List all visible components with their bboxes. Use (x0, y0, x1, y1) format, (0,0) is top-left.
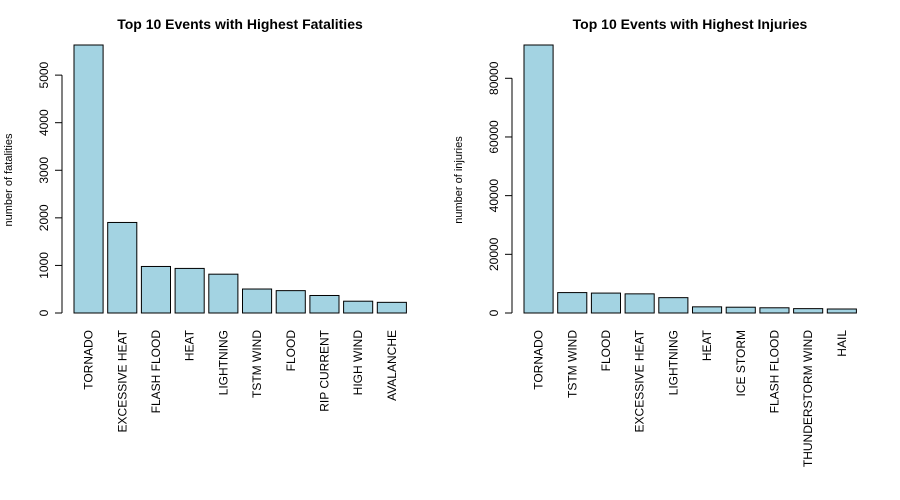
bar (692, 306, 723, 314)
category-label: EXCESSIVE HEAT (633, 329, 647, 432)
category-label: TORNADO (82, 330, 96, 390)
category-label: HEAT (183, 329, 197, 361)
category-label: FLASH FLOOD (767, 330, 781, 414)
bar (624, 293, 655, 314)
y-tick-label: 40000 (487, 179, 501, 213)
y-tick-label: 5000 (37, 61, 51, 88)
category-label: TORNADO (532, 330, 546, 390)
chart-panel-2: Top 10 Events with Highest Injuries numbe… (453, 16, 857, 467)
y-tick-label: 3000 (37, 157, 51, 184)
category-label: TSTM WIND (565, 330, 579, 398)
y-tick-label: 20000 (487, 237, 501, 271)
bar (107, 221, 138, 314)
chart-panel-1: Top 10 Events with Highest Fatalities num… (3, 16, 407, 432)
y-tick-label: 80000 (487, 61, 501, 95)
bar (208, 273, 239, 314)
bar (242, 288, 273, 314)
y-tick-label: 4000 (37, 109, 51, 136)
category-label: EXCESSIVE HEAT (115, 329, 129, 432)
category-label: TSTM WIND (250, 330, 264, 398)
chart-title: Top 10 Events with Highest Injuries (573, 16, 808, 32)
bar (826, 308, 857, 314)
category-label: THUNDERSTORM WIND (801, 330, 815, 467)
category-label: FLOOD (284, 330, 298, 372)
category-label: ICE STORM (734, 330, 748, 396)
bar (343, 300, 374, 314)
bar (309, 294, 340, 314)
category-label: FLASH FLOOD (149, 330, 163, 414)
bar (658, 297, 689, 314)
category-label: LIGHTNING (666, 330, 680, 395)
category-label: RIP CURRENT (317, 329, 331, 411)
bar (275, 290, 306, 314)
bar (376, 301, 407, 314)
chart-title: Top 10 Events with Highest Fatalities (117, 16, 363, 32)
category-label: HIGH WIND (351, 330, 365, 396)
bar (174, 267, 205, 314)
bar (557, 292, 588, 314)
y-axis-label: number of fatalities (3, 133, 15, 226)
y-tick-label: 2000 (37, 204, 51, 231)
y-tick-label: 1000 (37, 252, 51, 279)
bar (523, 44, 554, 314)
bar (793, 308, 824, 314)
category-label: LIGHTNING (216, 330, 230, 395)
bar (759, 307, 790, 314)
y-axis-label: number of injuries (453, 136, 465, 224)
category-label: FLOOD (599, 330, 613, 372)
bar (725, 306, 756, 314)
category-label: HAIL (835, 330, 849, 357)
y-tick-label: 0 (487, 309, 501, 316)
bar (73, 44, 104, 314)
y-tick-label: 60000 (487, 120, 501, 154)
bar (140, 265, 171, 314)
y-tick-label: 0 (37, 309, 51, 316)
category-label: AVALANCHE (385, 330, 399, 401)
bar (590, 292, 622, 314)
category-label: HEAT (700, 329, 714, 361)
